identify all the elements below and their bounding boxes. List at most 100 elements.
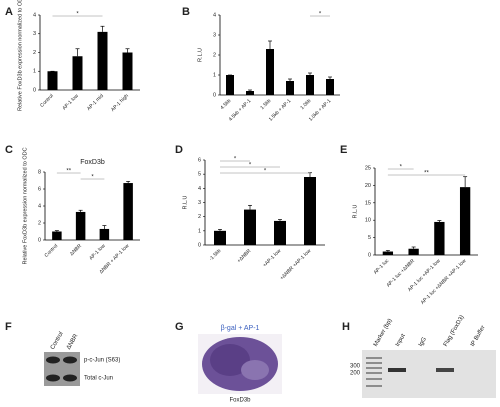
bar [244, 209, 256, 245]
x-tick-label: AP-1 high [110, 93, 130, 113]
panel-letter: B [182, 6, 190, 18]
y-tick-label: 2 [33, 50, 36, 56]
bar [266, 49, 274, 95]
chart-title: FoxD3b [80, 159, 105, 166]
lane-label: Input [395, 333, 407, 348]
y-tick-label: 5 [198, 172, 201, 178]
significance-label: ** [66, 169, 71, 175]
x-tick-label: -1.5kb [208, 248, 222, 262]
y-tick-label: 8 [38, 169, 41, 175]
y-tick-label: 3 [213, 32, 216, 38]
x-tick-label: Control [44, 243, 60, 259]
y-tick-label: 2 [198, 214, 201, 220]
bar [47, 71, 58, 90]
blot-band [63, 374, 77, 382]
bar [122, 52, 133, 90]
blot-band [63, 356, 77, 364]
x-tick-label: AP-1 low [88, 243, 107, 262]
bar [52, 231, 62, 240]
lane-label: Control [50, 331, 65, 351]
image-caption: FoxD3b [229, 398, 251, 404]
band-label: p-c-Jun (S63) [84, 358, 120, 364]
blot-band [46, 374, 60, 382]
gel-band [436, 368, 454, 372]
x-tick-label: 4.5kb [219, 98, 232, 111]
gel-band [388, 368, 406, 372]
panel-letter: A [5, 6, 13, 18]
y-tick-label: 0 [368, 252, 371, 258]
bar [75, 211, 86, 240]
panel-letter: E [340, 144, 347, 156]
panel-letter: F [5, 321, 12, 333]
y-tick-label: 0 [213, 92, 216, 98]
y-tick-label: 15 [365, 200, 371, 206]
bar [274, 220, 286, 245]
panel-letter: G [175, 321, 184, 333]
x-tick-label: AP-1 luc +ΔNBR +AP-1 low [420, 258, 468, 306]
y-axis-label: Relative FoxD3b expression normalized to… [22, 147, 28, 264]
x-tick-label: Control [39, 93, 55, 109]
bar [97, 31, 108, 90]
y-tick-label: 4 [198, 186, 201, 192]
bar [434, 221, 445, 255]
significance-label: * [249, 163, 252, 169]
lane-label: IP Buffer [470, 325, 487, 348]
y-axis-label: Relative FoxD3b expression normalized to… [17, 0, 23, 111]
y-tick-label: 5 [368, 235, 371, 241]
y-axis-label: R.L.U [352, 204, 358, 218]
y-tick-label: 10 [365, 218, 371, 224]
bar [99, 228, 110, 240]
y-tick-label: 0 [38, 237, 41, 243]
y-tick-label: 1 [33, 69, 36, 75]
bar [226, 75, 234, 95]
bar [246, 91, 254, 95]
significance-label: * [91, 175, 94, 181]
y-tick-label: 0 [198, 242, 201, 248]
panel-letter: H [342, 321, 350, 333]
blot-band [46, 356, 60, 364]
band-label: Total c-Jun [84, 376, 113, 382]
embryo-stain [241, 360, 269, 380]
significance-label: * [76, 12, 79, 18]
y-tick-label: 1 [198, 228, 201, 234]
lane-label: IgG [418, 336, 428, 348]
x-tick-label: AP-1 mid [86, 93, 105, 112]
size-label: 300 [350, 364, 361, 370]
x-tick-label: 1.0kb [299, 98, 312, 111]
bar [286, 81, 294, 95]
y-tick-label: 25 [365, 165, 371, 171]
bar [72, 56, 83, 90]
bar [382, 251, 394, 255]
x-tick-label: AP-1 low [61, 93, 80, 112]
bar [408, 248, 419, 255]
bar [306, 75, 314, 95]
significance-label: * [319, 12, 322, 18]
x-tick-label: 1.5kb [259, 98, 272, 111]
x-tick-label: +ΔNBR [236, 248, 252, 264]
bar [326, 79, 334, 95]
y-tick-label: 6 [38, 186, 41, 192]
panel-letter: D [175, 144, 183, 156]
significance-label: * [400, 165, 403, 171]
lane-label: Flag (FoxD3) [443, 314, 466, 347]
y-tick-label: 3 [33, 31, 36, 37]
embryo-stain [210, 344, 250, 376]
bar [123, 183, 133, 240]
x-tick-label: AP-1 luc [373, 258, 391, 276]
y-axis-label: R.L.U [182, 195, 188, 209]
y-axis-label: R.L.U [197, 48, 203, 62]
x-tick-label: +ΔNBR +AP-1 low [279, 248, 313, 282]
lane-label: Marker (bp) [373, 318, 394, 348]
bar [459, 187, 471, 255]
x-tick-label: +AP-1 low [262, 248, 283, 269]
ladder [366, 357, 382, 387]
y-tick-label: 2 [213, 52, 216, 58]
significance-label: ** [424, 171, 429, 177]
y-tick-label: 4 [33, 12, 36, 18]
y-tick-label: 4 [38, 203, 41, 209]
y-tick-label: 1 [213, 72, 216, 78]
y-tick-label: 4 [213, 12, 216, 18]
y-tick-label: 6 [198, 157, 201, 163]
y-tick-label: 3 [198, 200, 201, 206]
